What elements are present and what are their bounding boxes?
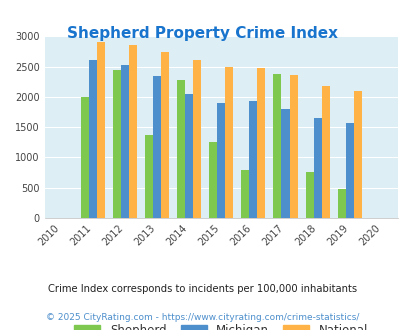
Text: Crime Index corresponds to incidents per 100,000 inhabitants: Crime Index corresponds to incidents per… xyxy=(48,284,357,294)
Bar xyxy=(217,103,225,218)
Bar xyxy=(241,170,249,218)
Bar xyxy=(305,172,313,218)
Bar xyxy=(161,52,168,218)
Bar xyxy=(345,123,353,218)
Bar xyxy=(337,189,345,218)
Bar xyxy=(313,118,321,218)
Bar xyxy=(113,70,121,218)
Bar xyxy=(129,45,136,218)
Bar xyxy=(177,80,185,218)
Bar xyxy=(281,109,289,218)
Bar xyxy=(185,94,193,218)
Bar xyxy=(89,60,97,218)
Legend: Shepherd, Michigan, National: Shepherd, Michigan, National xyxy=(68,318,373,330)
Bar xyxy=(81,97,89,218)
Bar xyxy=(153,76,161,218)
Bar xyxy=(193,60,201,218)
Bar xyxy=(257,68,265,218)
Bar xyxy=(289,75,297,218)
Text: © 2025 CityRating.com - https://www.cityrating.com/crime-statistics/: © 2025 CityRating.com - https://www.city… xyxy=(46,313,359,322)
Text: Shepherd Property Crime Index: Shepherd Property Crime Index xyxy=(67,26,338,41)
Bar xyxy=(209,142,217,218)
Bar xyxy=(225,67,233,218)
Bar xyxy=(121,65,129,218)
Bar xyxy=(321,86,329,218)
Bar xyxy=(97,42,104,218)
Bar xyxy=(353,91,361,218)
Bar xyxy=(145,135,153,218)
Bar xyxy=(249,101,257,218)
Bar xyxy=(273,74,281,218)
